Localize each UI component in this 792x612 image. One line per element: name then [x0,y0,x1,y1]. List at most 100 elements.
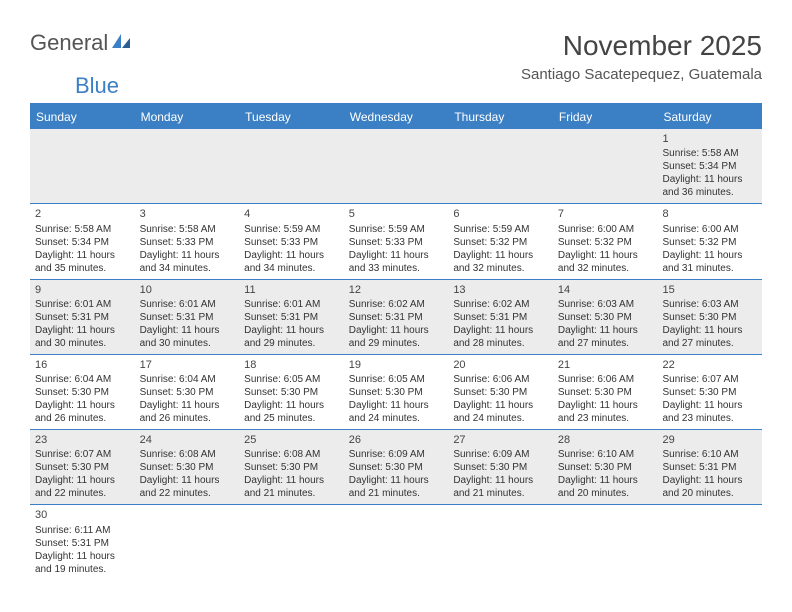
calendar-cell: 10Sunrise: 6:01 AMSunset: 5:31 PMDayligh… [135,280,240,354]
sunrise-text: Sunrise: 6:02 AM [349,298,444,311]
calendar-cell [344,505,449,579]
sunrise-text: Sunrise: 6:11 AM [35,524,130,537]
day-number: 2 [35,207,130,221]
day-number: 17 [140,358,235,372]
calendar-cell: 13Sunrise: 6:02 AMSunset: 5:31 PMDayligh… [448,280,553,354]
daylight-text: Daylight: 11 hours and 23 minutes. [558,399,653,425]
sunset-text: Sunset: 5:31 PM [35,311,130,324]
day-number: 20 [453,358,548,372]
sunrise-text: Sunrise: 6:06 AM [558,373,653,386]
calendar-week: 16Sunrise: 6:04 AMSunset: 5:30 PMDayligh… [30,355,762,430]
calendar-cell: 11Sunrise: 6:01 AMSunset: 5:31 PMDayligh… [239,280,344,354]
day-header-cell: Friday [553,105,658,129]
daylight-text: Daylight: 11 hours and 36 minutes. [662,173,757,199]
sunset-text: Sunset: 5:32 PM [558,236,653,249]
daylight-text: Daylight: 11 hours and 27 minutes. [662,324,757,350]
day-number: 5 [349,207,444,221]
daylight-text: Daylight: 11 hours and 23 minutes. [662,399,757,425]
calendar-cell: 8Sunrise: 6:00 AMSunset: 5:32 PMDaylight… [657,204,762,278]
sunset-text: Sunset: 5:30 PM [349,461,444,474]
sunrise-text: Sunrise: 6:01 AM [35,298,130,311]
day-number: 28 [558,433,653,447]
sunset-text: Sunset: 5:34 PM [662,160,757,173]
calendar-cell: 15Sunrise: 6:03 AMSunset: 5:30 PMDayligh… [657,280,762,354]
sunset-text: Sunset: 5:30 PM [140,461,235,474]
day-number: 1 [662,132,757,146]
daylight-text: Daylight: 11 hours and 21 minutes. [453,474,548,500]
sunrise-text: Sunrise: 6:03 AM [558,298,653,311]
daylight-text: Daylight: 11 hours and 20 minutes. [558,474,653,500]
daylight-text: Daylight: 11 hours and 33 minutes. [349,249,444,275]
sunrise-text: Sunrise: 6:07 AM [662,373,757,386]
logo-text-1: General [30,30,108,56]
calendar: SundayMondayTuesdayWednesdayThursdayFrid… [30,103,762,580]
sunrise-text: Sunrise: 6:08 AM [244,448,339,461]
day-number: 30 [35,508,130,522]
daylight-text: Daylight: 11 hours and 30 minutes. [35,324,130,350]
sunset-text: Sunset: 5:34 PM [35,236,130,249]
sunrise-text: Sunrise: 6:01 AM [244,298,339,311]
sunset-text: Sunset: 5:32 PM [453,236,548,249]
calendar-cell: 26Sunrise: 6:09 AMSunset: 5:30 PMDayligh… [344,430,449,504]
day-number: 6 [453,207,548,221]
day-header-cell: Monday [135,105,240,129]
sunrise-text: Sunrise: 6:04 AM [35,373,130,386]
daylight-text: Daylight: 11 hours and 22 minutes. [35,474,130,500]
sunset-text: Sunset: 5:32 PM [662,236,757,249]
month-title: November 2025 [521,30,762,62]
calendar-cell [657,505,762,579]
daylight-text: Daylight: 11 hours and 30 minutes. [140,324,235,350]
calendar-cell: 12Sunrise: 6:02 AMSunset: 5:31 PMDayligh… [344,280,449,354]
calendar-cell [553,505,658,579]
calendar-body: 1Sunrise: 5:58 AMSunset: 5:34 PMDaylight… [30,129,762,580]
calendar-week: 2Sunrise: 5:58 AMSunset: 5:34 PMDaylight… [30,204,762,279]
sunset-text: Sunset: 5:30 PM [558,311,653,324]
day-header-cell: Wednesday [344,105,449,129]
calendar-cell: 2Sunrise: 5:58 AMSunset: 5:34 PMDaylight… [30,204,135,278]
day-number: 15 [662,283,757,297]
day-number: 22 [662,358,757,372]
sunrise-text: Sunrise: 5:58 AM [662,147,757,160]
sunset-text: Sunset: 5:31 PM [140,311,235,324]
day-number: 10 [140,283,235,297]
day-number: 29 [662,433,757,447]
day-number: 14 [558,283,653,297]
calendar-cell [239,505,344,579]
sunset-text: Sunset: 5:33 PM [140,236,235,249]
calendar-cell: 14Sunrise: 6:03 AMSunset: 5:30 PMDayligh… [553,280,658,354]
sunset-text: Sunset: 5:30 PM [244,386,339,399]
calendar-cell: 30Sunrise: 6:11 AMSunset: 5:31 PMDayligh… [30,505,135,579]
daylight-text: Daylight: 11 hours and 34 minutes. [140,249,235,275]
calendar-cell: 23Sunrise: 6:07 AMSunset: 5:30 PMDayligh… [30,430,135,504]
day-number: 23 [35,433,130,447]
daylight-text: Daylight: 11 hours and 26 minutes. [35,399,130,425]
calendar-cell [448,129,553,203]
sunset-text: Sunset: 5:31 PM [349,311,444,324]
calendar-cell: 1Sunrise: 5:58 AMSunset: 5:34 PMDaylight… [657,129,762,203]
daylight-text: Daylight: 11 hours and 29 minutes. [244,324,339,350]
sunset-text: Sunset: 5:31 PM [662,461,757,474]
calendar-cell [448,505,553,579]
calendar-cell: 22Sunrise: 6:07 AMSunset: 5:30 PMDayligh… [657,355,762,429]
calendar-week: 9Sunrise: 6:01 AMSunset: 5:31 PMDaylight… [30,280,762,355]
sunrise-text: Sunrise: 5:59 AM [453,223,548,236]
day-number: 3 [140,207,235,221]
sunset-text: Sunset: 5:31 PM [244,311,339,324]
day-header-cell: Thursday [448,105,553,129]
daylight-text: Daylight: 11 hours and 34 minutes. [244,249,339,275]
sunrise-text: Sunrise: 6:05 AM [244,373,339,386]
logo-text-2: Blue [75,73,119,98]
calendar-cell: 5Sunrise: 5:59 AMSunset: 5:33 PMDaylight… [344,204,449,278]
sail-icon [110,30,132,56]
calendar-cell: 3Sunrise: 5:58 AMSunset: 5:33 PMDaylight… [135,204,240,278]
calendar-cell: 4Sunrise: 5:59 AMSunset: 5:33 PMDaylight… [239,204,344,278]
calendar-cell [30,129,135,203]
calendar-cell: 7Sunrise: 6:00 AMSunset: 5:32 PMDaylight… [553,204,658,278]
day-number: 21 [558,358,653,372]
day-header-row: SundayMondayTuesdayWednesdayThursdayFrid… [30,105,762,129]
daylight-text: Daylight: 11 hours and 19 minutes. [35,550,130,576]
sunset-text: Sunset: 5:30 PM [662,386,757,399]
daylight-text: Daylight: 11 hours and 25 minutes. [244,399,339,425]
day-number: 26 [349,433,444,447]
calendar-cell: 21Sunrise: 6:06 AMSunset: 5:30 PMDayligh… [553,355,658,429]
